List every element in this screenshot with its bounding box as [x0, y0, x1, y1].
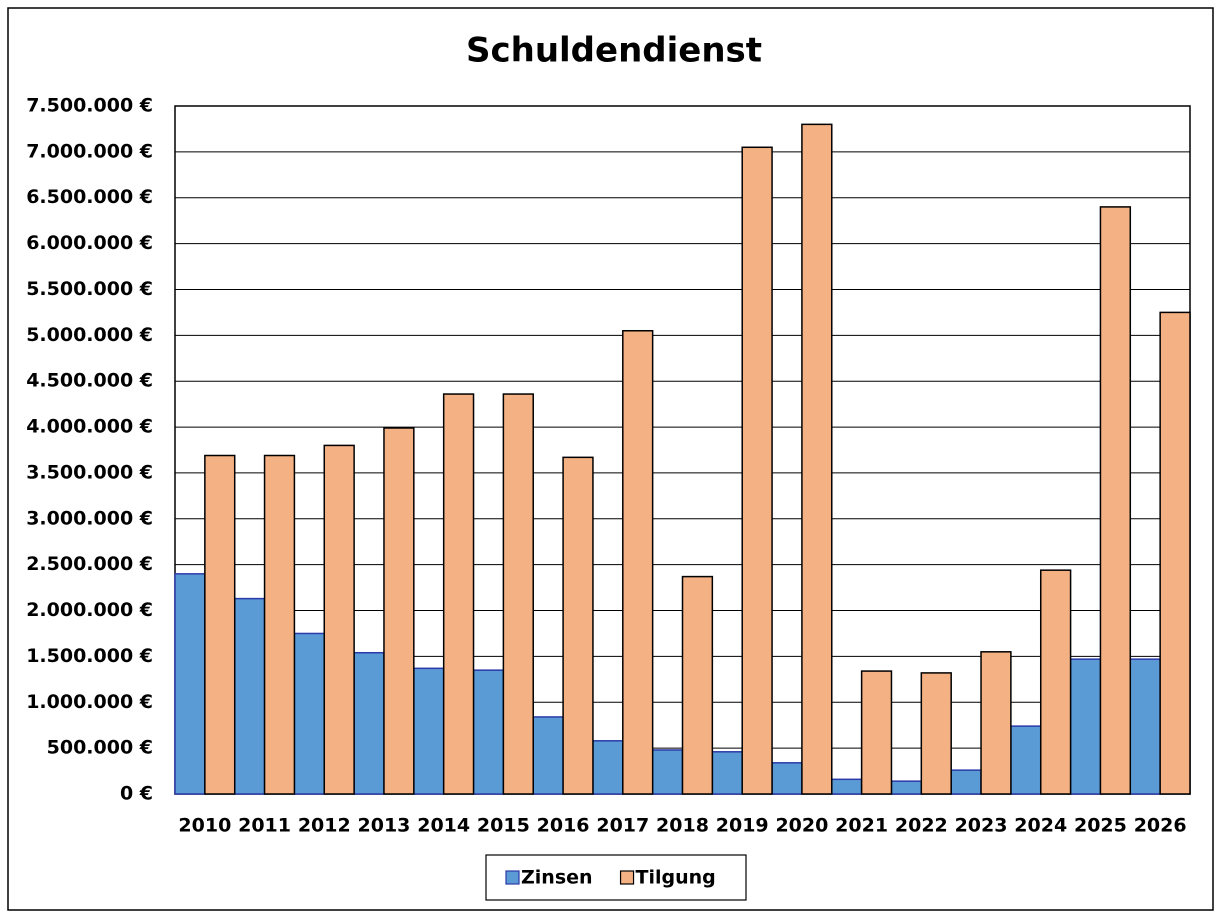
x-tick-label: 2025 [1074, 815, 1127, 837]
legend-swatch [619, 870, 635, 885]
x-tick-label: 2010 [178, 815, 231, 837]
x-tick-label: 2016 [537, 815, 590, 837]
y-tick-label: 1.500.000 € [26, 645, 153, 667]
y-tick-label: 0 € [120, 783, 153, 805]
x-tick-label: 2014 [417, 815, 470, 837]
x-tick-label: 2012 [298, 815, 351, 837]
bar [860, 670, 893, 795]
x-tick-label: 2015 [477, 815, 530, 837]
y-tick-label: 2.000.000 € [26, 599, 153, 621]
y-tick-label: 7.500.000 € [26, 95, 153, 117]
legend-label: Zinsen [521, 867, 593, 889]
bar [1010, 725, 1042, 795]
bar [502, 393, 534, 795]
y-tick-label: 5.000.000 € [26, 324, 153, 346]
y-tick-label: 3.500.000 € [26, 461, 153, 483]
bar [442, 393, 475, 795]
chart-title: Schuldendienst [466, 31, 762, 71]
bar [681, 575, 714, 795]
legend-swatch [505, 870, 520, 885]
bar [293, 632, 326, 795]
legend-label: Tilgung [636, 867, 716, 889]
bar [711, 751, 743, 795]
y-tick-label: 5.500.000 € [26, 278, 153, 300]
bar [1039, 569, 1072, 795]
bar [1159, 311, 1191, 795]
y-tick-label: 1.000.000 € [26, 691, 153, 713]
x-tick-label: 2026 [1134, 815, 1187, 837]
bar [1069, 658, 1102, 795]
bar [233, 597, 266, 795]
bar [174, 573, 206, 795]
y-tick-label: 4.000.000 € [26, 416, 153, 438]
bar [413, 667, 445, 795]
x-tick-label: 2018 [656, 815, 709, 837]
x-tick-label: 2011 [238, 815, 291, 837]
bar [263, 454, 296, 795]
y-tick-label: 6.000.000 € [26, 232, 153, 254]
bar [651, 749, 684, 795]
bar [204, 454, 236, 795]
bar [592, 740, 624, 795]
legend-box [485, 854, 747, 901]
y-tick-label: 2.500.000 € [26, 553, 153, 575]
bar [741, 146, 773, 795]
y-tick-label: 500.000 € [47, 737, 153, 759]
bar [562, 456, 594, 795]
x-tick-label: 2013 [358, 815, 411, 837]
x-tick-label: 2023 [955, 815, 1008, 837]
bar [472, 669, 505, 795]
bar [950, 769, 982, 795]
y-tick-label: 6.500.000 € [26, 186, 153, 208]
bar [980, 651, 1012, 795]
y-tick-label: 4.500.000 € [26, 370, 153, 392]
bar [383, 427, 415, 795]
x-tick-label: 2021 [835, 815, 888, 837]
x-tick-label: 2024 [1014, 815, 1067, 837]
bar [771, 762, 803, 795]
bar [831, 778, 863, 795]
y-tick-label: 3.000.000 € [26, 507, 153, 529]
x-tick-label: 2022 [895, 815, 948, 837]
bar [890, 780, 923, 795]
x-tick-label: 2019 [716, 815, 769, 837]
bar [801, 123, 833, 795]
bar [622, 329, 654, 795]
bar [353, 651, 385, 795]
bar [1099, 206, 1132, 795]
x-tick-label: 2020 [775, 815, 828, 837]
bar [323, 444, 355, 795]
bar [920, 672, 952, 795]
x-tick-label: 2017 [596, 815, 649, 837]
y-tick-label: 7.000.000 € [26, 140, 153, 162]
bar [1129, 658, 1161, 795]
bar [532, 716, 564, 795]
